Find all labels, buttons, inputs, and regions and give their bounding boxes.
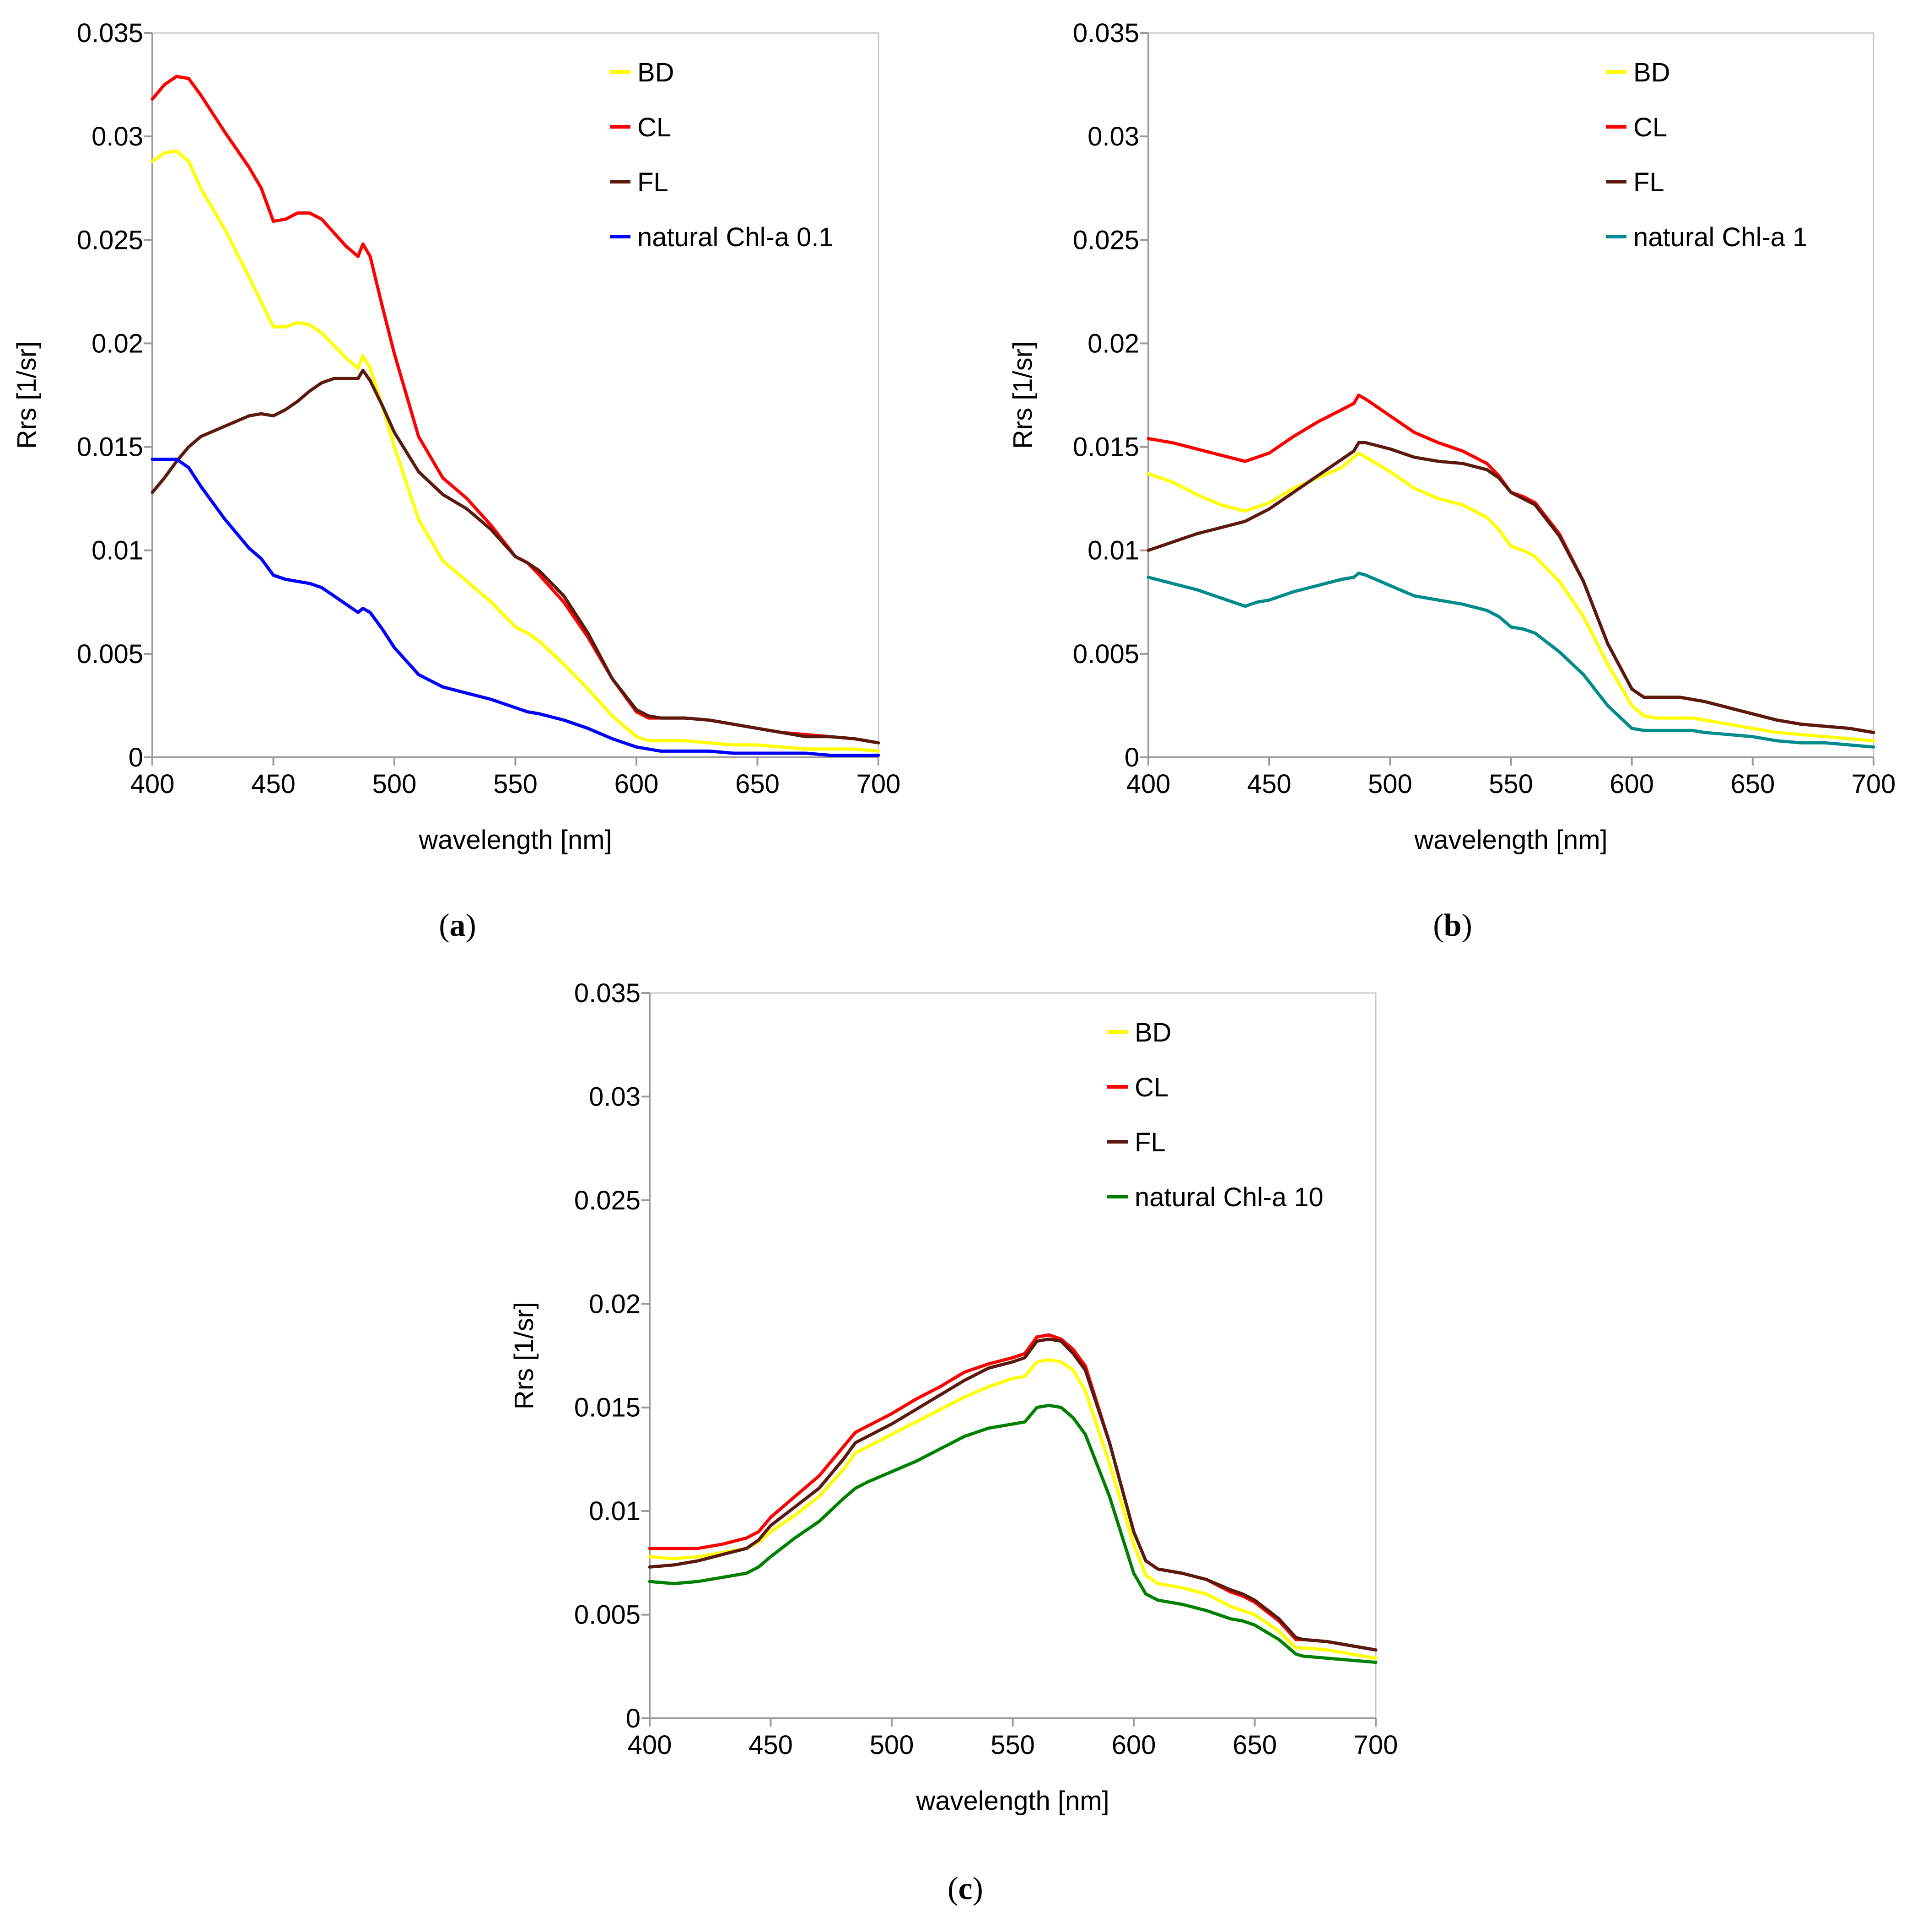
- panel-a-legend: BD CL FL natural Chl-a 0.1: [610, 58, 834, 252]
- panel-a-legend-label: CL: [637, 113, 671, 142]
- panel-c-series-line-cl: [648, 1333, 1378, 1652]
- panel-c-y-tick-label: 0.02: [589, 1289, 641, 1319]
- panel-c-x-tick-label: 600: [1112, 1730, 1156, 1760]
- panel-b-legend-label: natural Chl-a 1: [1633, 222, 1807, 252]
- panel-label-b: (b): [1433, 908, 1472, 943]
- panel-c-y-axis-title: Rrs [1/sr]: [509, 1302, 539, 1409]
- panel-b-x-tick-label: 650: [1730, 769, 1775, 799]
- panel-b-x-tick-label: 450: [1247, 769, 1292, 799]
- panel-c-series-line-fl: [648, 1337, 1378, 1652]
- chart-panel-b: 0 0.005 0.01 0.015 0.02 0.025 0.03 0.035 400 450 5…: [1008, 18, 1895, 855]
- panel-c-legend-label: BD: [1135, 1018, 1172, 1047]
- panel-a-x-tick-label: 450: [251, 769, 296, 799]
- panel-b-y-tick-label: 0.03: [1088, 122, 1139, 151]
- panel-a-series-line-fl: [151, 368, 880, 745]
- panel-a-series-line-natural-chl-a-0-1: [151, 458, 880, 757]
- panel-c-y-tick-label: 0.015: [574, 1393, 641, 1423]
- panel-b-legend: BD CL FL natural Chl-a 1: [1606, 58, 1807, 252]
- panel-c-x-tick-label: 450: [748, 1730, 793, 1760]
- panel-b-legend-label: FL: [1633, 167, 1664, 197]
- panel-c-series-line-natural-chl-a-10: [648, 1403, 1378, 1664]
- panel-b-y-tick-label: 0.005: [1073, 639, 1139, 669]
- panel-a-series-line-bd: [151, 149, 880, 753]
- panel-a-x-tick-label: 650: [735, 769, 780, 799]
- panel-c-x-tick-label: 550: [991, 1730, 1035, 1760]
- panel-a-legend-label: BD: [637, 58, 674, 87]
- panel-label-a: (a): [439, 908, 476, 943]
- panel-a-x-axis-title: wavelength [nm]: [418, 825, 612, 855]
- panel-a-y-tick-label: 0.035: [77, 18, 143, 48]
- panel-a-x-tick-label: 400: [130, 769, 175, 799]
- panel-a-y-tick-label: 0.02: [92, 329, 143, 358]
- panel-c-y-tick-label: 0.005: [574, 1600, 641, 1630]
- panel-a-y-tick-label: 0.03: [92, 122, 143, 151]
- panel-c-y-tick-label: 0.03: [589, 1082, 641, 1112]
- panel-a-y-axis-title: Rrs [1/sr]: [12, 341, 42, 449]
- panel-a-y-tick-label: 0: [129, 743, 143, 772]
- panel-a-x-tick-label: 600: [614, 769, 659, 799]
- panel-c-y-tick-label: 0: [626, 1704, 641, 1733]
- panel-b-y-tick-label: 0.01: [1088, 536, 1139, 566]
- panel-a-y-tick-label: 0.005: [77, 639, 143, 669]
- panel-b-legend-label: CL: [1633, 113, 1667, 142]
- panel-c-x-tick-label: 400: [628, 1730, 672, 1760]
- panel-c-series-line-bd: [648, 1358, 1378, 1660]
- panel-a-y-tick-label: 0.01: [92, 536, 143, 566]
- panel-a-x-tick-label: 700: [856, 769, 901, 799]
- chart-panel-a: 0 0.005 0.01 0.015 0.02 0.025 0.03 0.035 400 450 5…: [12, 18, 900, 855]
- panel-b-y-tick-label: 0.015: [1073, 432, 1139, 462]
- panel-a-y-tick-label: 0.015: [77, 432, 143, 462]
- panel-b-x-tick-label: 600: [1610, 769, 1654, 799]
- panel-c-y-tick-label: 0.025: [574, 1186, 641, 1215]
- panel-b-series-line-fl: [1147, 441, 1875, 734]
- panel-b-x-tick-label: 700: [1852, 769, 1896, 799]
- panel-a-legend-label: natural Chl-a 0.1: [637, 222, 834, 252]
- panel-a-legend-label: FL: [637, 167, 668, 197]
- panel-a-x-tick-label: 550: [493, 769, 538, 799]
- panel-b-y-tick-label: 0: [1125, 743, 1139, 772]
- panel-a-y-tick-label: 0.025: [77, 225, 143, 255]
- panel-b-y-tick-label: 0.035: [1073, 18, 1139, 48]
- panel-c-x-axis-title: wavelength [nm]: [915, 1786, 1109, 1816]
- panel-label-c: (c): [948, 1871, 983, 1906]
- panel-c-x-tick-label: 650: [1233, 1730, 1277, 1760]
- panel-b-x-tick-label: 500: [1368, 769, 1412, 799]
- panel-c-x-tick-label: 700: [1354, 1730, 1398, 1760]
- panel-c-legend-label: FL: [1135, 1128, 1166, 1157]
- panel-b-x-tick-label: 550: [1489, 769, 1533, 799]
- panel-b-series-line-natural-chl-a-1: [1147, 572, 1875, 749]
- panel-b-x-axis-title: wavelength [nm]: [1414, 825, 1607, 855]
- panel-b-y-tick-label: 0.025: [1073, 225, 1139, 255]
- panel-c-legend: BD CL FL natural Chl-a 10: [1107, 1018, 1324, 1212]
- panel-b-legend-label: BD: [1633, 58, 1670, 87]
- panel-b-y-tick-label: 0.02: [1088, 329, 1139, 358]
- panel-b-x-tick-label: 400: [1126, 769, 1171, 799]
- panel-b-y-axis-title: Rrs [1/sr]: [1008, 341, 1038, 449]
- panel-a-x-tick-label: 500: [372, 769, 417, 799]
- panel-c-y-tick-label: 0.01: [589, 1496, 641, 1526]
- chart-panel-c: 0 0.005 0.01 0.015 0.02 0.025 0.03 0.035 400 450 5…: [509, 978, 1398, 1816]
- panel-c-x-tick-label: 500: [870, 1730, 914, 1760]
- panel-c-y-tick-label: 0.035: [574, 978, 641, 1008]
- panel-c-legend-label: natural Chl-a 10: [1135, 1182, 1324, 1212]
- panel-c-legend-label: CL: [1135, 1073, 1169, 1102]
- panel-b-series-line-bd: [1147, 451, 1875, 743]
